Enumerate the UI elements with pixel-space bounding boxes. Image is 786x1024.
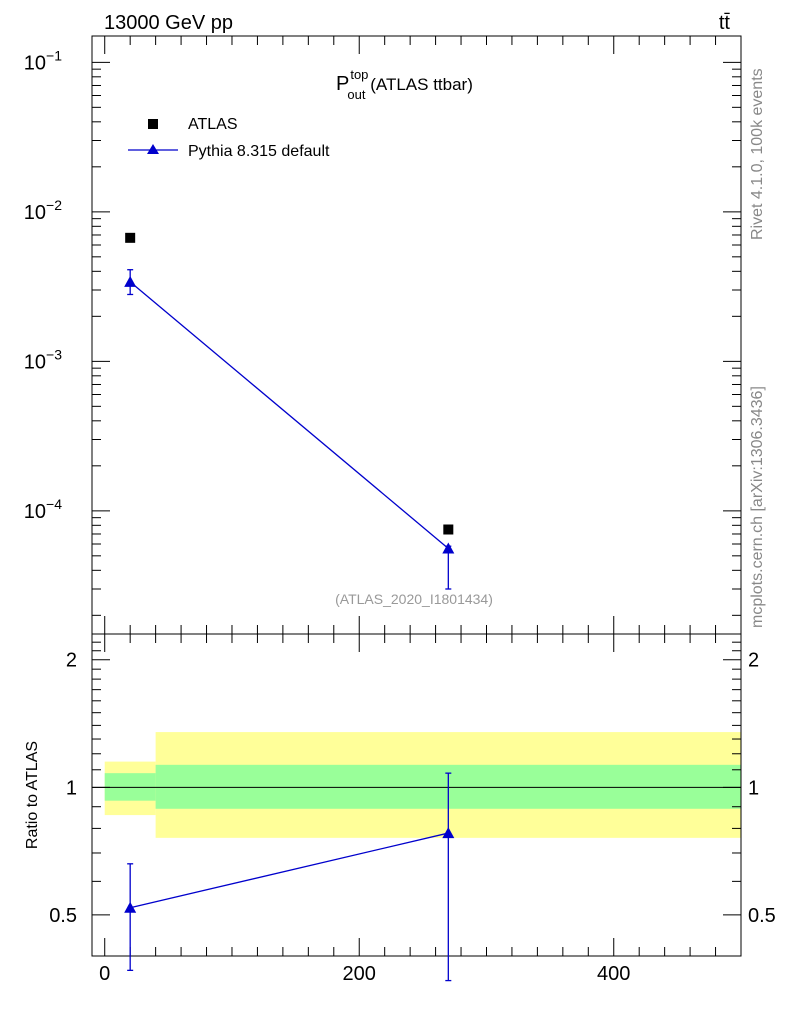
legend-mc-label: Pythia 8.315 default <box>188 143 330 160</box>
ratio-panel-frame <box>91 633 742 957</box>
ratio-y-ticks <box>92 633 741 957</box>
data-point <box>443 524 454 535</box>
ratio-y-tick-label-right: 2 <box>748 650 759 672</box>
ratio-y-axis-label: Ratio to ATLAS <box>24 741 41 849</box>
main-data-series <box>125 232 454 535</box>
x-ticks <box>104 36 742 956</box>
analysis-id: (ATLAS_2020_I1801434) <box>335 591 493 607</box>
ratio-y-tick-label-left: 2 <box>66 650 77 672</box>
mc-point <box>442 542 455 554</box>
main-y-tick-label: 10−4 <box>24 496 62 523</box>
main-y-ticks <box>92 61 741 616</box>
x-tick-label: 200 <box>343 963 376 985</box>
ratio-mc-line <box>130 832 449 909</box>
main-y-tick-label: 10−1 <box>24 47 62 74</box>
main-mc-series <box>124 269 455 590</box>
main-y-tick-labels: 10−1 10−2 10−3 10−4 <box>24 47 62 522</box>
ratio-mc-point <box>442 827 455 839</box>
mc-point <box>124 275 137 287</box>
process-label: tt̄ <box>719 12 731 34</box>
main-y-tick-label: 10−3 <box>24 346 62 373</box>
mc-line <box>129 281 449 549</box>
main-title: Ptop out (ATLAS ttbar) <box>336 67 473 102</box>
ratio-y-tick-label-left: 0.5 <box>49 905 77 927</box>
ratio-mc-point <box>124 901 137 913</box>
main-y-tick-label: 10−2 <box>24 197 62 224</box>
x-tick-label: 0 <box>99 963 110 985</box>
energy-label: 13000 GeV pp <box>104 12 233 34</box>
ratio-uncertainty-bands <box>104 732 742 838</box>
rivet-label: Rivet 4.1.0, 100k events <box>749 68 766 240</box>
ratio-y-tick-label-right: 0.5 <box>748 905 776 927</box>
legend-data-marker <box>148 119 158 129</box>
legend-data-label: ATLAS <box>188 116 238 133</box>
ratio-y-tick-label-left: 1 <box>66 777 77 799</box>
ratio-y-tick-label-right: 1 <box>748 777 759 799</box>
mcplots-label: mcplots.cern.ch [arXiv:1306.3436] <box>749 386 766 628</box>
data-point <box>125 232 136 243</box>
x-tick-label: 400 <box>597 963 630 985</box>
ratio-mc-series <box>124 772 455 982</box>
legend-mc-marker <box>147 144 159 154</box>
